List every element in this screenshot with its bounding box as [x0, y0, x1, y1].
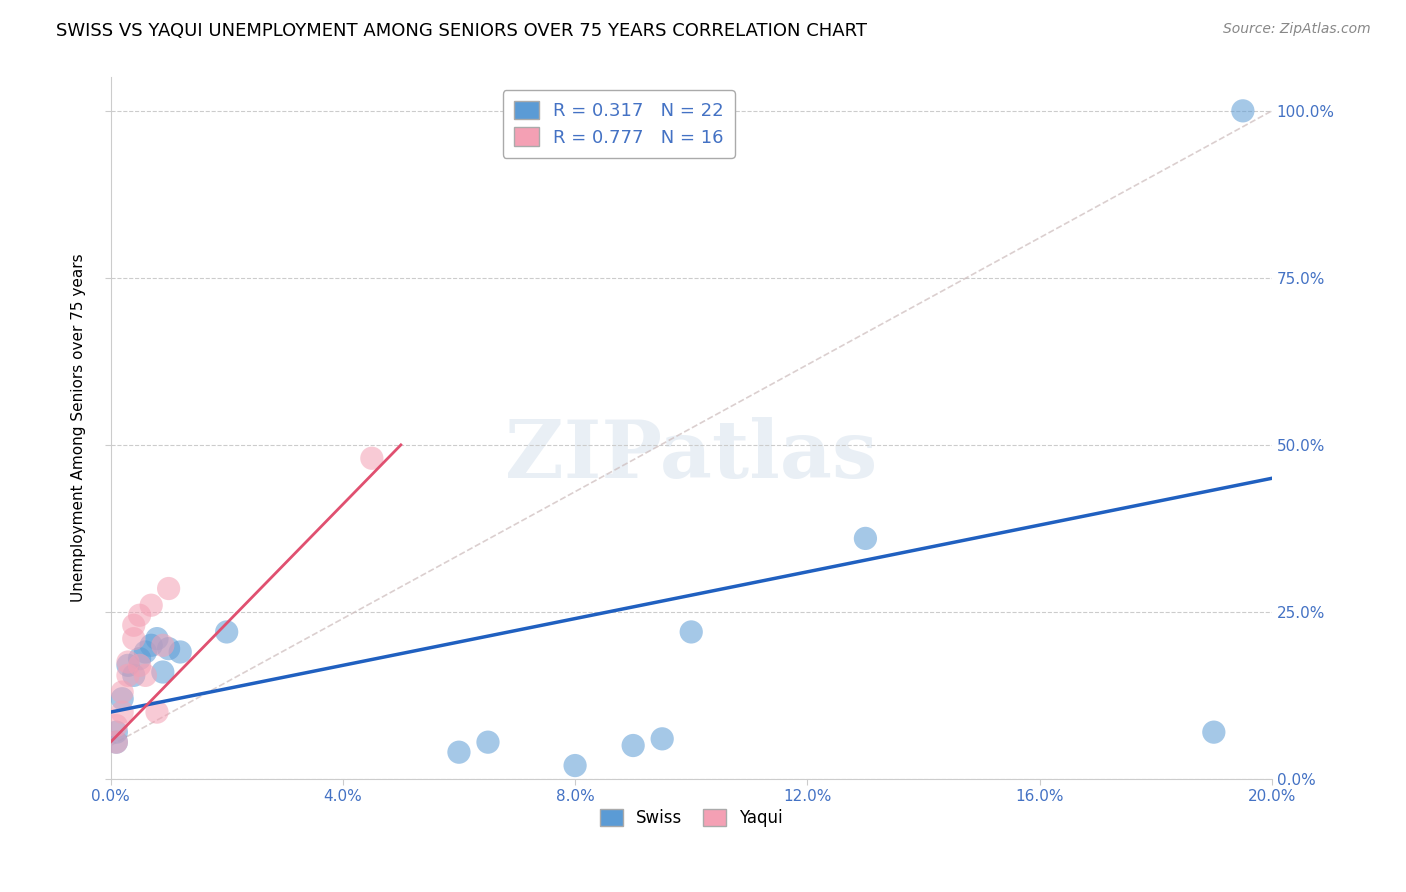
Point: [141, 598, 163, 612]
Point: [152, 638, 174, 652]
Point: [117, 655, 139, 669]
Point: [105, 725, 128, 739]
Point: [105, 735, 128, 749]
Point: [105, 735, 128, 749]
Point: [215, 624, 238, 639]
Point: [855, 532, 877, 546]
Text: ZIPatlas: ZIPatlas: [505, 417, 877, 495]
Point: [477, 735, 499, 749]
Point: [157, 641, 180, 656]
Point: [128, 608, 150, 623]
Point: [152, 665, 174, 679]
Y-axis label: Unemployment Among Seniors over 75 years: Unemployment Among Seniors over 75 years: [72, 254, 86, 602]
Text: Source: ZipAtlas.com: Source: ZipAtlas.com: [1223, 22, 1371, 37]
Point: [1232, 103, 1254, 118]
Text: SWISS VS YAQUI UNEMPLOYMENT AMONG SENIORS OVER 75 YEARS CORRELATION CHART: SWISS VS YAQUI UNEMPLOYMENT AMONG SENIOR…: [56, 22, 868, 40]
Point: [447, 745, 470, 759]
Point: [122, 632, 145, 646]
Point: [122, 618, 145, 632]
Point: [621, 739, 644, 753]
Point: [111, 705, 134, 719]
Point: [117, 668, 139, 682]
Point: [146, 632, 169, 646]
Point: [128, 651, 150, 665]
Point: [122, 668, 145, 682]
Point: [105, 718, 128, 732]
Point: [1202, 725, 1225, 739]
Point: [169, 645, 191, 659]
Point: [111, 685, 134, 699]
Point: [651, 731, 673, 746]
Point: [681, 624, 703, 639]
Point: [141, 638, 163, 652]
Point: [146, 705, 169, 719]
Point: [360, 451, 382, 466]
Point: [134, 645, 156, 659]
Legend: Swiss, Yaqui: Swiss, Yaqui: [593, 802, 790, 834]
Point: [111, 691, 134, 706]
Point: [128, 658, 150, 673]
Point: [564, 758, 586, 772]
Point: [117, 658, 139, 673]
Point: [157, 582, 180, 596]
Point: [134, 668, 156, 682]
